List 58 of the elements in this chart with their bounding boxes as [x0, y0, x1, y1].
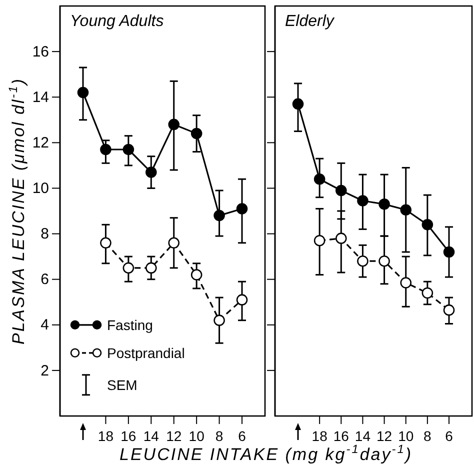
point — [314, 234, 326, 246]
y-tick-label: 14 — [32, 88, 49, 106]
y-tick-label: 8 — [40, 226, 49, 243]
legend-label: Fasting — [107, 316, 153, 333]
point — [357, 195, 368, 206]
y-tick-label: 16 — [32, 43, 49, 60]
point — [292, 98, 304, 110]
point — [400, 204, 412, 216]
y-tick-label: 12 — [32, 134, 49, 152]
y-tick-label: 10 — [32, 180, 49, 198]
point — [236, 203, 248, 214]
point — [168, 118, 180, 130]
point — [122, 144, 134, 156]
x-tick-label: 16 — [333, 428, 350, 444]
x-tick-label: 12 — [376, 428, 392, 444]
point — [100, 144, 112, 156]
x-tick-label: 8 — [215, 428, 224, 444]
y-tick-label: 4 — [40, 316, 49, 334]
point — [190, 269, 202, 280]
legend-label: Postprandial — [107, 344, 185, 361]
point — [214, 314, 225, 326]
x-tick-label: 18 — [98, 428, 114, 444]
annotation: SEM — [107, 376, 138, 393]
point — [145, 262, 157, 274]
x-tick-label: 12 — [166, 428, 182, 444]
point — [357, 255, 368, 267]
point — [335, 184, 347, 196]
x-tick-label: 16 — [120, 428, 136, 444]
point — [443, 246, 455, 258]
point — [145, 166, 157, 178]
point — [443, 304, 455, 316]
point — [100, 237, 112, 249]
point — [378, 198, 390, 210]
chart-title: Elderly — [285, 13, 335, 30]
point — [314, 173, 326, 185]
x-tick-label: 6 — [238, 428, 246, 444]
point — [236, 294, 248, 306]
point — [214, 210, 225, 222]
x-tick-label: 14 — [143, 428, 160, 444]
x-tick-label: 14 — [354, 428, 371, 444]
y-tick-label: 2 — [40, 362, 49, 380]
x-tick-label: 8 — [424, 428, 432, 444]
y-tick-label: 6 — [40, 271, 49, 288]
point — [422, 219, 434, 230]
point — [335, 232, 347, 244]
x-axis-title: LEUCINE INTAKE (mg kg$^{-1}$day$^{-1}$) — [120, 442, 412, 464]
point — [168, 237, 180, 249]
x-tick-label: 6 — [445, 428, 454, 444]
x-tick-label: 10 — [188, 428, 205, 444]
point — [122, 262, 134, 274]
point — [190, 128, 202, 140]
point — [77, 86, 89, 98]
point — [378, 255, 390, 267]
x-tick-label: 10 — [398, 428, 414, 444]
x-tick-label: 18 — [312, 428, 328, 444]
point — [422, 287, 434, 299]
point — [400, 277, 412, 288]
chart-title: Young Adults — [70, 13, 164, 30]
